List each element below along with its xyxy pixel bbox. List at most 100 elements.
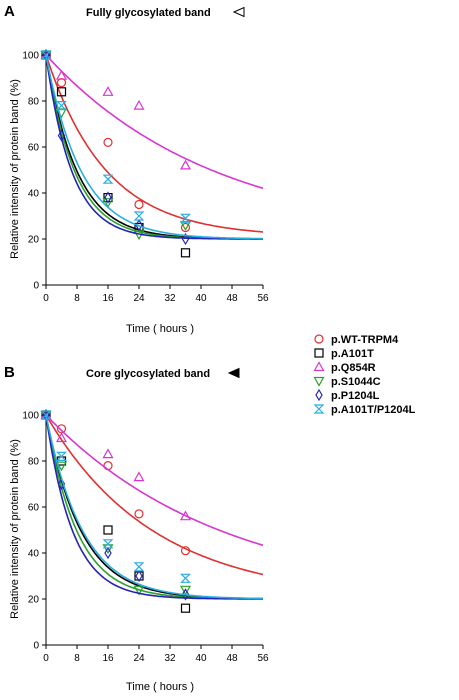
x-tick-label: 24 — [133, 653, 145, 664]
x-tick-label: 48 — [226, 653, 238, 664]
data-point-p-a101t-p1204l — [40, 50, 52, 60]
legend-label: p.P1204L — [331, 390, 380, 402]
x-tick-label: 56 — [257, 653, 269, 664]
data-point-p-q854r — [102, 86, 114, 96]
fit-curve-p-s1044c — [45, 54, 263, 240]
data-point-p-a101t-p1204l — [56, 451, 67, 461]
x-tick-label: 0 — [43, 293, 49, 304]
fit-curve-p-p1204l — [45, 54, 263, 240]
legend-item: p.S1044C — [313, 376, 381, 388]
legend-item: p.A101T — [314, 348, 374, 360]
data-point-p-a101t-p1204l — [56, 100, 67, 111]
x-tick-label: 56 — [257, 293, 269, 304]
panel-a-letter: A — [4, 3, 15, 20]
panel-a-ylabel: Relative intensity of protein band (%) — [9, 79, 21, 259]
series-p-p1204l — [42, 408, 263, 601]
y-tick-label: 80 — [28, 97, 40, 108]
x-tick-label: 16 — [102, 653, 114, 664]
data-point-p-q854r — [55, 432, 68, 443]
data-point-p-a101t-p1204l — [40, 410, 52, 420]
data-point-p-q854r — [133, 99, 145, 110]
data-point-p-s1044c — [179, 585, 192, 596]
y-tick-label: 20 — [28, 235, 40, 246]
data-point-p-a101t-p1204l — [133, 211, 145, 221]
data-point-p-a101t-p1204l — [180, 213, 191, 223]
legend-label: p.A101T — [331, 348, 374, 360]
panel-b-title: Core glycosylated band — [86, 368, 210, 380]
data-point-p-wt-trpm4 — [103, 137, 113, 147]
data-point-p-a101t — [56, 87, 67, 97]
fit-curve-p-a101t — [45, 414, 263, 600]
fit-curve-p-p1204l — [45, 414, 263, 600]
panel-a: A Fully glycosylated band Time ( hours )… — [4, 3, 269, 335]
circle-icon — [314, 334, 324, 344]
y-tick-label: 40 — [28, 189, 40, 200]
x-tick-label: 8 — [74, 293, 80, 304]
y-tick-label: 60 — [28, 503, 40, 514]
series-p-s1044c — [40, 50, 263, 241]
legend-item: p.WT-TRPM4 — [314, 334, 399, 346]
series-p-s1044c — [40, 410, 263, 600]
fit-curve-p-a101t-p1204l — [45, 414, 263, 600]
legend-item: p.A101T/P1204L — [313, 404, 416, 416]
y-tick-label: 0 — [33, 281, 39, 292]
triangle-up-icon — [313, 361, 325, 372]
x-tick-label: 0 — [43, 653, 49, 664]
hourglass-icon — [313, 404, 325, 414]
panel-b-letter: B — [4, 364, 15, 381]
data-point-p-q854r — [133, 471, 145, 482]
triangle-down-icon — [313, 376, 325, 387]
data-point-p-s1044c — [55, 461, 68, 472]
legend-label: p.Q854R — [331, 362, 376, 374]
legend-label: p.S1044C — [331, 376, 381, 388]
filled-triangle-left-icon — [227, 367, 240, 379]
fit-curve-p-wt-trpm4 — [45, 414, 264, 576]
data-point-p-q854r — [102, 448, 114, 459]
data-point-p-a101t — [103, 525, 113, 535]
fit-curve-p-q854r — [45, 414, 264, 547]
panel-b: B Core glycosylated band Time ( hours ) … — [4, 364, 269, 693]
legend-label: p.A101T/P1204L — [331, 404, 416, 416]
data-point-p-wt-trpm4 — [180, 222, 191, 233]
data-point-p-a101t — [180, 248, 191, 258]
legend-item: p.Q854R — [313, 361, 376, 374]
data-point-p-p1204l — [181, 588, 190, 601]
data-point-p-p1204l — [135, 219, 143, 232]
data-point-p-q854r — [55, 69, 68, 80]
series-p-p1204l — [42, 48, 263, 246]
y-tick-label: 40 — [28, 549, 40, 560]
data-point-p-s1044c — [133, 585, 145, 596]
x-tick-label: 32 — [164, 293, 176, 304]
data-point-p-p1204l — [104, 191, 112, 204]
data-point-p-a101t-p1204l — [133, 562, 145, 572]
panel-b-ylabel: Relative intensity of protein band (%) — [9, 439, 21, 619]
legend-label: p.WT-TRPM4 — [331, 334, 399, 346]
legend-item: p.P1204L — [315, 388, 380, 402]
series-p-wt-trpm4 — [41, 410, 264, 576]
data-point-p-p1204l — [57, 129, 66, 142]
fit-curve-p-a101t-p1204l — [45, 54, 263, 240]
data-point-p-wt-trpm4 — [134, 199, 144, 210]
data-point-p-a101t — [180, 603, 191, 613]
y-tick-label: 100 — [22, 51, 39, 62]
x-tick-label: 8 — [74, 653, 80, 664]
fit-curve-p-s1044c — [45, 414, 263, 600]
series-p-a101t — [41, 50, 263, 258]
y-tick-label: 100 — [22, 411, 39, 422]
x-tick-label: 16 — [102, 293, 114, 304]
data-point-p-wt-trpm4 — [134, 509, 144, 519]
fit-curve-p-wt-trpm4 — [45, 54, 264, 233]
fit-curve-p-q854r — [45, 54, 264, 189]
open-triangle-left-icon — [232, 6, 245, 18]
x-tick-label: 40 — [195, 293, 207, 304]
data-point-p-p1204l — [181, 232, 190, 246]
y-tick-label: 20 — [28, 595, 40, 606]
square-icon — [314, 348, 324, 358]
series-p-a101t-p1204l — [40, 50, 263, 240]
y-tick-label: 60 — [28, 143, 40, 154]
x-tick-label: 32 — [164, 653, 176, 664]
x-tick-label: 48 — [226, 293, 238, 304]
data-point-p-a101t-p1204l — [102, 174, 114, 184]
data-point-p-p1204l — [135, 569, 143, 583]
